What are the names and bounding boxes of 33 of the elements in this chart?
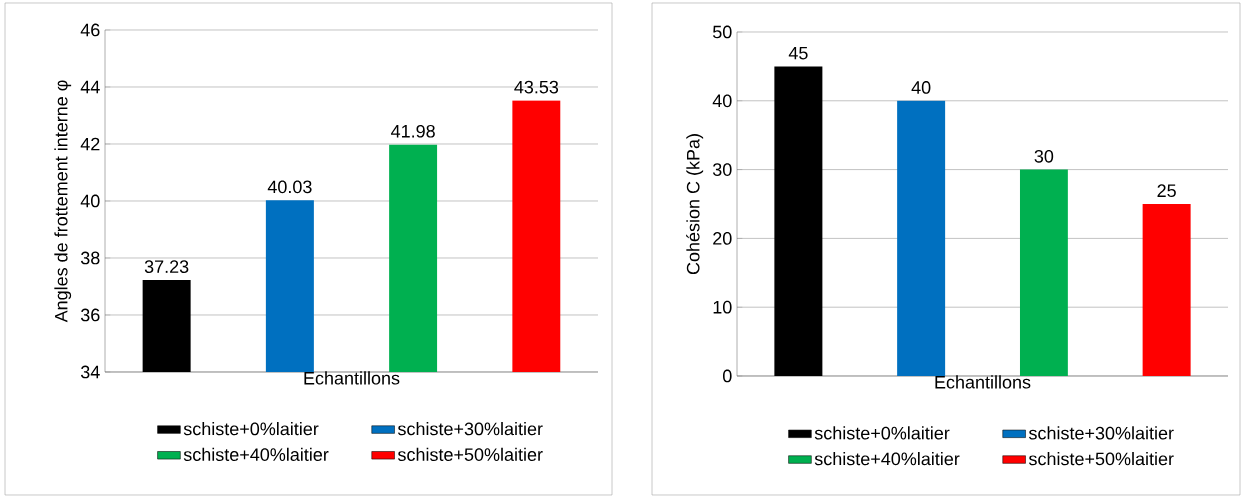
y-axis-title: Angles de frottement interne φ (54, 80, 72, 323)
y-tick-label: 40 (712, 94, 732, 108)
data-label: 41.98 (391, 124, 435, 138)
legend-label: schiste+30%laitier (1028, 426, 1174, 440)
y-axis-title: Cohésion C (kPa) (686, 134, 704, 275)
y-tick-label: 20 (713, 232, 732, 245)
x-axis-title: Echantillons (304, 371, 400, 385)
y-tick-label: 50 (712, 25, 732, 39)
data-label: 43.53 (514, 80, 559, 94)
y-tick-label: 44 (80, 80, 100, 94)
y-tick-label: 46 (80, 23, 100, 37)
data-label: 40 (911, 81, 931, 94)
legend-label: schiste+0%laitier (814, 426, 950, 440)
legend-label: schiste+50%laitier (397, 447, 543, 461)
legend-label: schiste+30%laitier (397, 422, 543, 436)
y-tick-label: 36 (80, 308, 100, 322)
data-label: 37.23 (144, 260, 189, 273)
legend-label: schiste+50%laitier (1028, 452, 1174, 466)
data-label: 25 (1157, 184, 1176, 198)
data-label: 40.03 (267, 180, 312, 194)
x-axis-title: Echantillons (935, 375, 1031, 389)
y-tick-label: 38 (80, 251, 100, 265)
data-label: 30 (1034, 149, 1054, 163)
legend-label: schiste+40%laitier (814, 452, 960, 466)
y-tick-label: 40 (80, 194, 100, 208)
y-tick-label: 30 (712, 163, 732, 176)
y-tick-label: 0 (722, 369, 732, 383)
legend-label: schiste+40%laitier (183, 447, 329, 461)
y-tick-label: 34 (80, 365, 100, 379)
legend-label: schiste+0%laitier (183, 422, 319, 436)
y-tick-label: 42 (80, 137, 100, 151)
y-tick-label: 10 (713, 300, 732, 314)
data-label: 45 (788, 46, 808, 60)
